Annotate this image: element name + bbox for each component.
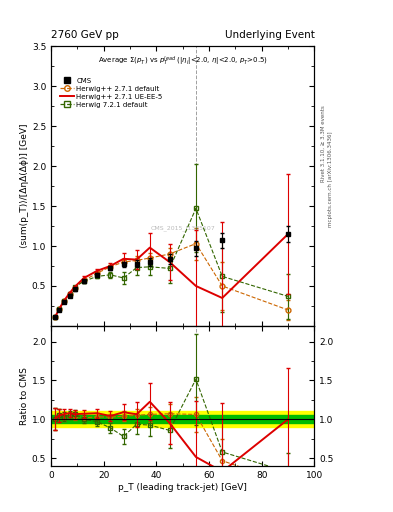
Text: Average $\Sigma(p_T)$ vs $p_T^{lead}$ ($|\eta_l|$<2.0, $\eta|$<2.0, $p_T$>0.5): Average $\Sigma(p_T)$ vs $p_T^{lead}$ ($… bbox=[98, 54, 268, 68]
Text: CMS_2015_I1385107: CMS_2015_I1385107 bbox=[151, 225, 215, 231]
Y-axis label: ⟨sum(p_T)⟩/[ΔηΔ(Δϕ)] [GeV]: ⟨sum(p_T)⟩/[ΔηΔ(Δϕ)] [GeV] bbox=[20, 124, 29, 248]
X-axis label: p_T (leading track-jet) [GeV]: p_T (leading track-jet) [GeV] bbox=[118, 482, 247, 492]
Text: Rivet 3.1.10, ≥ 3.3M events: Rivet 3.1.10, ≥ 3.3M events bbox=[320, 105, 325, 182]
Y-axis label: Ratio to CMS: Ratio to CMS bbox=[20, 367, 29, 425]
Text: 2760 GeV pp: 2760 GeV pp bbox=[51, 31, 119, 40]
Legend: CMS, Herwig++ 2.7.1 default, Herwig++ 2.7.1 UE-EE-5, Herwig 7.2.1 default: CMS, Herwig++ 2.7.1 default, Herwig++ 2.… bbox=[60, 77, 163, 108]
Bar bbox=[51, 412, 314, 427]
Text: mcplots.cern.ch [arXiv:1306.3436]: mcplots.cern.ch [arXiv:1306.3436] bbox=[328, 132, 333, 227]
Text: Underlying Event: Underlying Event bbox=[224, 31, 314, 40]
Bar bbox=[51, 415, 314, 423]
